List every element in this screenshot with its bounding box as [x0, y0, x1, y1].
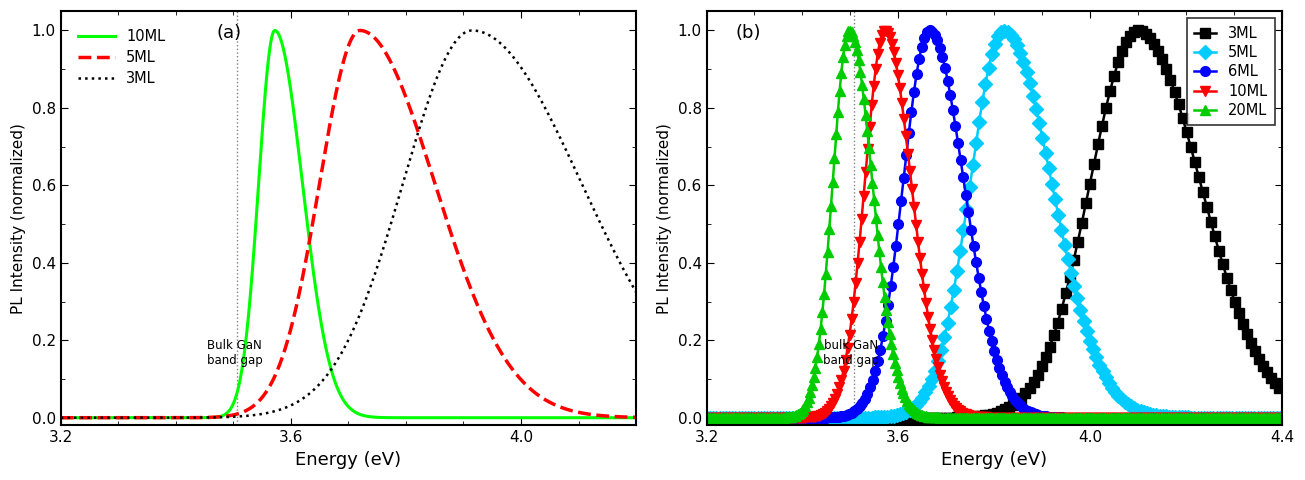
6ML — [921, 27, 937, 33]
Legend: 10ML, 5ML, 3ML: 10ML, 5ML, 3ML — [72, 24, 171, 92]
Line: 6ML: 6ML — [702, 25, 1287, 422]
Y-axis label: PL Intensity (normalized): PL Intensity (normalized) — [656, 123, 672, 314]
3ML — [972, 413, 988, 419]
Line: 5ML: 5ML — [702, 25, 1287, 422]
6ML — [698, 415, 714, 420]
Line: 3ML: 3ML — [61, 30, 636, 418]
5ML — [941, 316, 957, 322]
10ML — [877, 27, 893, 33]
10ML — [698, 415, 714, 420]
20ML — [1228, 415, 1244, 420]
3ML — [1228, 301, 1244, 307]
6ML — [1117, 415, 1133, 420]
3ML — [941, 415, 957, 420]
3ML — [698, 415, 714, 420]
20ML — [1274, 415, 1289, 420]
10ML — [268, 27, 283, 33]
Text: (b): (b) — [735, 24, 761, 42]
5ML — [996, 27, 1011, 33]
5ML — [1117, 399, 1133, 405]
5ML — [274, 357, 290, 363]
X-axis label: Energy (eV): Energy (eV) — [295, 451, 402, 469]
5ML — [1228, 415, 1244, 420]
10ML — [153, 415, 168, 420]
5ML — [555, 405, 570, 411]
3ML — [1257, 365, 1272, 371]
5ML — [617, 414, 633, 420]
20ML — [945, 415, 960, 420]
Line: 10ML: 10ML — [61, 30, 636, 418]
20ML — [698, 415, 714, 420]
6ML — [1274, 415, 1289, 420]
20ML — [842, 27, 857, 33]
6ML — [945, 108, 960, 113]
Line: 3ML: 3ML — [702, 25, 1287, 422]
10ML — [617, 415, 633, 420]
20ML — [941, 415, 957, 420]
10ML — [54, 415, 69, 420]
5ML — [153, 415, 168, 420]
Y-axis label: PL Intensity (normalized): PL Intensity (normalized) — [12, 123, 26, 314]
10ML — [1274, 415, 1289, 420]
5ML — [119, 415, 134, 420]
5ML — [698, 415, 714, 420]
3ML — [617, 269, 633, 275]
Text: Bulk GaN
band gap: Bulk GaN band gap — [206, 339, 262, 367]
10ML — [1117, 415, 1133, 420]
10ML — [555, 415, 570, 420]
3ML — [299, 393, 315, 399]
10ML — [299, 215, 315, 220]
3ML — [465, 27, 480, 33]
10ML — [941, 394, 957, 399]
6ML — [1257, 415, 1272, 420]
Line: 10ML: 10ML — [702, 25, 1287, 422]
20ML — [972, 415, 988, 420]
3ML — [1117, 43, 1133, 48]
5ML — [628, 414, 643, 420]
Text: bulk GaN
band gap: bulk GaN band gap — [823, 339, 880, 367]
10ML — [274, 39, 290, 45]
Line: 5ML: 5ML — [61, 30, 636, 418]
10ML — [1257, 415, 1272, 420]
10ML — [945, 401, 960, 407]
5ML — [1257, 415, 1272, 420]
5ML — [299, 255, 315, 261]
3ML — [945, 415, 960, 420]
20ML — [1257, 415, 1272, 420]
5ML — [1274, 415, 1289, 420]
5ML — [352, 27, 368, 33]
Legend: 3ML, 5ML, 6ML, 10ML, 20ML: 3ML, 5ML, 6ML, 10ML, 20ML — [1188, 18, 1275, 125]
10ML — [1228, 415, 1244, 420]
3ML — [274, 407, 290, 412]
3ML — [54, 415, 69, 420]
5ML — [945, 292, 960, 298]
X-axis label: Energy (eV): Energy (eV) — [941, 451, 1047, 469]
Line: 20ML: 20ML — [702, 25, 1287, 422]
3ML — [628, 289, 643, 295]
5ML — [54, 415, 69, 420]
10ML — [119, 415, 134, 420]
3ML — [119, 415, 134, 420]
10ML — [628, 415, 643, 420]
3ML — [153, 415, 168, 420]
5ML — [972, 114, 988, 120]
10ML — [972, 414, 988, 420]
6ML — [941, 82, 957, 87]
6ML — [1228, 415, 1244, 420]
6ML — [972, 282, 988, 288]
20ML — [1117, 415, 1133, 420]
3ML — [1130, 27, 1146, 33]
3ML — [1274, 388, 1289, 394]
3ML — [555, 141, 570, 146]
Text: (a): (a) — [217, 24, 241, 42]
